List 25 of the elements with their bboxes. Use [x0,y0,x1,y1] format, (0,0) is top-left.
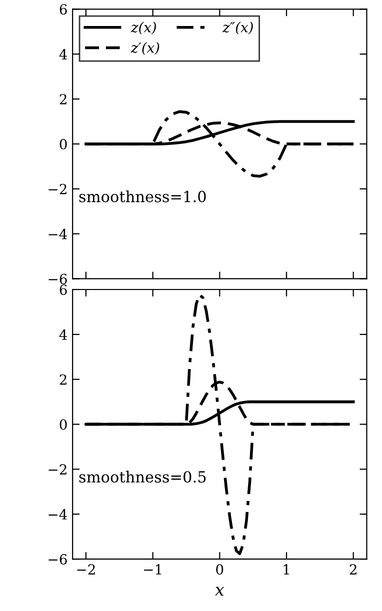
annotation: smoothness=1.0 [79,190,206,202]
x-tick-label: 2 [350,564,356,574]
y-tick-label: −6 [48,274,67,284]
y-tick-label: 6 [60,284,67,295]
y-tick-label: 6 [60,4,67,15]
x-axis-title: x [215,586,224,596]
y-tick-label: 4 [59,49,68,60]
y-tick-label: 2 [60,94,66,104]
legend-label: z′(x) [130,42,160,55]
y-tick-label: 0 [60,419,67,430]
x-tick-label: 1 [284,564,289,574]
legend-label: z″(x) [222,22,253,34]
legend-label: z(x) [130,22,156,34]
x-tick-label: −2 [77,564,95,574]
y-tick-label: −2 [48,464,66,474]
y-tick-label: 0 [60,138,67,150]
y-tick-label: 2 [60,374,66,385]
annotation: smoothness=0.5 [79,470,206,483]
y-tick-label: 4 [59,329,68,340]
x-tick-label: 0 [216,564,224,575]
y-tick-label: −6 [48,554,67,565]
y-tick-label: −4 [48,228,68,240]
x-tick-label: −1 [144,564,162,574]
y-tick-label: −4 [48,509,68,520]
y-tick-label: −2 [48,184,66,194]
